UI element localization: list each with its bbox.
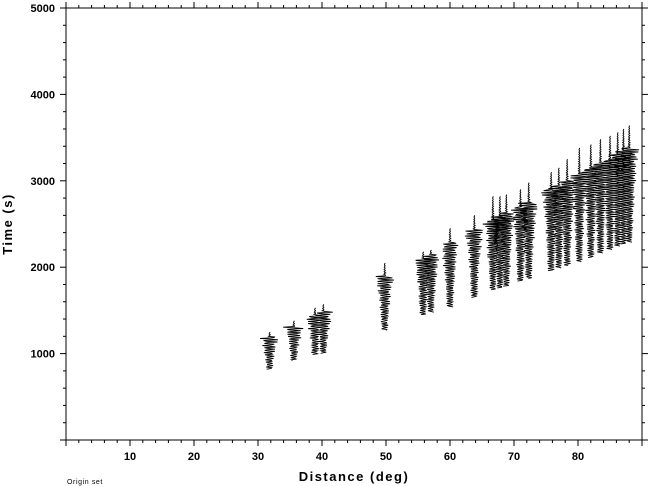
y-tick-label: 5000 bbox=[31, 3, 55, 15]
x-tick-label: 20 bbox=[188, 451, 200, 463]
footnote-text: Origin set bbox=[67, 479, 103, 486]
seismogram-trace bbox=[442, 228, 459, 308]
seismogram-trace bbox=[620, 125, 640, 243]
x-tick-label: 30 bbox=[252, 451, 264, 463]
seismogram-trace bbox=[518, 182, 538, 279]
y-tick-label: 2000 bbox=[31, 262, 55, 274]
x-tick-label: 40 bbox=[316, 451, 328, 463]
x-tick-label: 10 bbox=[124, 451, 136, 463]
tick-labels: 10 20 30 40 50 60 70 80 1000 2000 3000 4000 5000 bbox=[31, 3, 585, 463]
seismogram-trace bbox=[581, 144, 602, 259]
seismogram-trace bbox=[423, 249, 440, 313]
x-tick-label: 70 bbox=[508, 451, 520, 463]
seismogram-trace bbox=[482, 196, 503, 291]
seismogram-trace bbox=[314, 304, 333, 355]
axis-ticks bbox=[60, 2, 648, 446]
plot-frame bbox=[65, 7, 643, 441]
seismogram-trace bbox=[306, 307, 322, 355]
seismogram-trace bbox=[510, 189, 529, 282]
seismogram-trace bbox=[283, 320, 304, 361]
x-tick-label: 60 bbox=[444, 451, 456, 463]
seismogram-trace bbox=[375, 262, 395, 331]
x-axis-label: Distance (deg) bbox=[299, 469, 410, 484]
seismogram-trace bbox=[415, 251, 432, 316]
y-axis-label: Time (s) bbox=[0, 193, 15, 255]
x-tick-label: 80 bbox=[572, 451, 584, 463]
y-tick-label: 1000 bbox=[31, 349, 55, 361]
y-tick-label: 4000 bbox=[31, 89, 55, 101]
seismogram-trace bbox=[464, 215, 483, 298]
seismogram-traces bbox=[259, 125, 640, 370]
seismogram-trace bbox=[259, 331, 279, 370]
seismogram-trace bbox=[558, 159, 578, 266]
y-tick-label: 3000 bbox=[31, 176, 55, 188]
seismogram-trace bbox=[570, 147, 588, 263]
x-tick-label: 50 bbox=[380, 451, 392, 463]
seismogram-trace bbox=[497, 194, 516, 287]
